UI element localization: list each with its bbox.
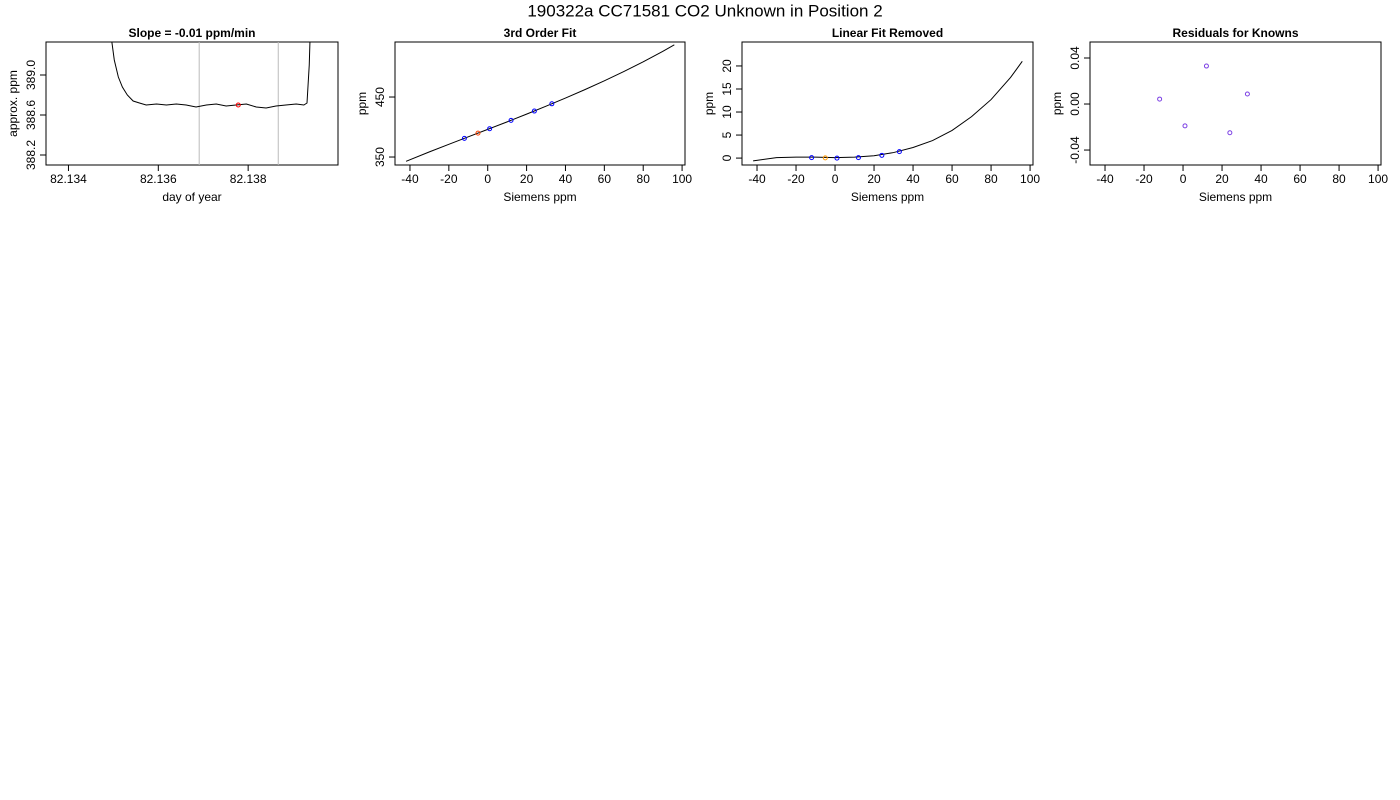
y-axis-label: approx. ppm [6, 70, 20, 137]
x-tick-label: 82.138 [230, 172, 267, 186]
data-point [1182, 123, 1188, 129]
x-tick-label: -40 [401, 172, 419, 186]
x-axis-label: Siemens ppm [851, 190, 924, 204]
plot-area [753, 61, 1023, 162]
panel: Residuals for Knowns Siemens ppm ppm -40 -20… [1050, 26, 1388, 204]
data-point [461, 135, 467, 141]
x-tick-label: 20 [520, 172, 534, 186]
data-point [1227, 130, 1233, 136]
x-tick-label: -20 [440, 172, 458, 186]
y-axis-label: ppm [702, 92, 716, 115]
x-tick-label: 100 [1020, 172, 1040, 186]
y-tick-label: -0.04 [1068, 136, 1082, 164]
panel-title: Linear Fit Removed [832, 26, 943, 40]
x-tick-label: -20 [787, 172, 805, 186]
x-tick-label: 0 [832, 172, 839, 186]
x-tick-label: 40 [559, 172, 573, 186]
y-axis-label: ppm [355, 92, 369, 115]
x-axis-label: Siemens ppm [1199, 190, 1272, 204]
fit-line [111, 42, 311, 109]
y-tick-label: 0.04 [1068, 46, 1082, 70]
data-point [822, 155, 828, 161]
data-point [879, 152, 885, 158]
data-point [809, 155, 815, 161]
x-tick-label: 80 [984, 172, 998, 186]
y-tick-label: 5 [720, 131, 734, 138]
data-point [855, 155, 861, 161]
x-tick-label: -40 [748, 172, 766, 186]
y-tick-label: 450 [373, 87, 387, 107]
y-tick-label: 0 [720, 154, 734, 161]
y-tick-label: 389.0 [24, 60, 38, 90]
x-tick-label: 20 [867, 172, 881, 186]
data-point [475, 130, 481, 136]
y-tick-label: 0.00 [1068, 92, 1082, 116]
data-point [235, 102, 241, 108]
data-point [834, 155, 840, 161]
data-point [508, 117, 514, 123]
x-tick-label: 20 [1215, 172, 1229, 186]
x-tick-label: 0 [484, 172, 491, 186]
x-tick-label: -20 [1135, 172, 1153, 186]
plot-area [405, 44, 675, 162]
x-tick-label: 60 [945, 172, 959, 186]
data-point [1203, 63, 1209, 69]
x-tick-label: 40 [906, 172, 920, 186]
y-tick-label: 388.6 [24, 100, 38, 130]
plot-area [1157, 63, 1250, 136]
y-tick-label: 15 [720, 82, 734, 96]
data-point [1157, 96, 1163, 102]
fit-line [753, 61, 1023, 162]
x-tick-label: 82.134 [50, 172, 87, 186]
panel: 3rd Order Fit Siemens ppm ppm -40 -20 0 20 40 60… [355, 26, 692, 204]
figure-title: 190322a CC71581 CO2 Unknown in Position … [527, 1, 882, 20]
x-tick-label: 60 [1293, 172, 1307, 186]
y-tick-label: 350 [373, 147, 387, 167]
x-tick-label: 100 [672, 172, 692, 186]
x-tick-label: 82.136 [140, 172, 177, 186]
x-tick-label: 80 [637, 172, 651, 186]
plot-frame [45, 41, 339, 166]
x-tick-label: 100 [1368, 172, 1388, 186]
x-tick-label: 40 [1254, 172, 1268, 186]
panel: Slope = -0.01 ppm/min day of year approx. … [6, 26, 339, 204]
panel-title: Slope = -0.01 ppm/min [128, 26, 255, 40]
fit-line [405, 44, 675, 162]
x-tick-label: -40 [1096, 172, 1114, 186]
y-axis-label: ppm [1050, 92, 1064, 115]
x-axis-label: Siemens ppm [503, 190, 576, 204]
y-tick-label: 10 [720, 105, 734, 119]
x-tick-label: 0 [1180, 172, 1187, 186]
panel: Linear Fit Removed Siemens ppm ppm -40 -20 0 2… [702, 26, 1040, 204]
data-point [1244, 91, 1250, 97]
y-tick-label: 388.2 [24, 140, 38, 170]
x-axis-label: day of year [162, 190, 221, 204]
data-point [531, 108, 537, 114]
panel-title: 3rd Order Fit [504, 26, 577, 40]
data-point [549, 101, 555, 107]
data-point [487, 126, 493, 132]
plot-frame [741, 41, 1034, 166]
panel-title: Residuals for Knowns [1172, 26, 1298, 40]
x-tick-label: 60 [598, 172, 612, 186]
x-tick-label: 80 [1332, 172, 1346, 186]
y-tick-label: 20 [720, 59, 734, 73]
data-point [896, 149, 902, 155]
plot-frame [394, 41, 686, 166]
plot-frame [1089, 41, 1382, 166]
plot-area [111, 42, 311, 165]
